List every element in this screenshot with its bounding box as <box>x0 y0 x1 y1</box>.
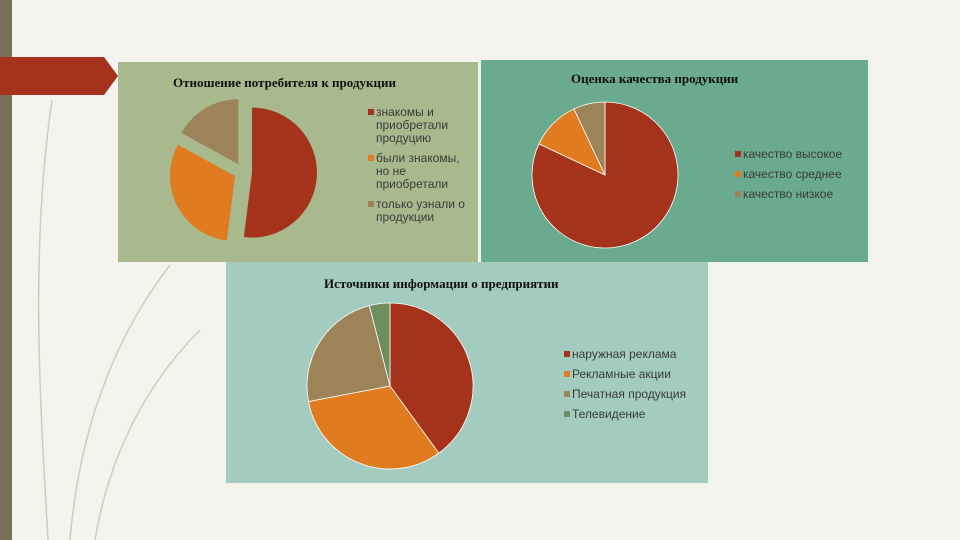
legend-swatch <box>735 191 741 197</box>
pie-slice <box>573 101 606 176</box>
legend-label: Рекламные акции <box>572 367 671 381</box>
legend-swatch <box>368 109 374 115</box>
legend-label: только узнали о продукции <box>376 197 465 224</box>
chart-panel: Источники информации о предприятии наружн… <box>226 262 708 483</box>
legend-label: Печатная продукция <box>572 387 687 401</box>
legend-item: Печатная продукция <box>564 388 704 401</box>
legend-label: наружная реклама <box>572 347 677 361</box>
side-bar <box>0 0 12 540</box>
chart-panel: Отношение потребителя к продукции знакомы… <box>118 62 478 262</box>
legend: знакомы и приобретали продуцию были знако… <box>368 106 473 231</box>
legend-label: Телевидение <box>572 407 646 421</box>
legend-label: качество высокое <box>743 147 843 161</box>
legend-item: Телевидение <box>564 408 704 421</box>
pie-chart <box>306 302 474 470</box>
legend-label: качество низкое <box>743 187 834 201</box>
legend-item: качество высокое <box>735 148 865 161</box>
grass <box>37 99 53 540</box>
legend-swatch <box>564 371 570 377</box>
grass <box>69 264 171 540</box>
legend-item: знакомы и приобретали продуцию <box>368 106 473 145</box>
pie-slice <box>169 144 235 241</box>
legend-label: знакомы и приобретали продуцию <box>376 105 449 145</box>
legend-swatch <box>735 171 741 177</box>
legend-item: качество среднее <box>735 168 865 181</box>
legend-swatch <box>368 155 374 161</box>
chart-title: Оценка качества продукции <box>571 71 739 86</box>
chart-title: Источники информации о предприятии <box>324 276 559 291</box>
legend-item: Рекламные акции <box>564 368 704 381</box>
legend-label: качество среднее <box>743 167 842 181</box>
legend-swatch <box>368 201 374 207</box>
legend-item: были знакомы, но не приобретали <box>368 152 473 191</box>
banner <box>0 57 118 95</box>
legend-swatch <box>564 411 570 417</box>
pie-chart <box>531 101 679 249</box>
legend-item: только узнали о продукции <box>368 198 473 224</box>
legend: качество высокое качество среднее качество… <box>735 148 865 208</box>
legend-item: наружная реклама <box>564 348 704 361</box>
pie-slice <box>181 99 239 165</box>
legend-swatch <box>735 151 741 157</box>
pie-slice <box>306 305 391 403</box>
legend-swatch <box>564 351 570 357</box>
pie-slice <box>389 302 474 454</box>
chart-panel: Оценка качества продукции качество высоко… <box>481 60 868 262</box>
legend: наружная реклама Рекламные акции Печатная … <box>564 348 704 428</box>
legend-item: качество низкое <box>735 188 865 201</box>
pie-slice <box>308 385 440 470</box>
grass <box>94 329 201 540</box>
chart-title: Отношение потребителя к продукции <box>173 75 396 90</box>
legend-swatch <box>564 391 570 397</box>
pie-slice <box>368 302 391 387</box>
legend-label: были знакомы, но не приобретали <box>376 151 460 191</box>
pie-chart <box>169 99 317 241</box>
pie-slice <box>243 107 317 238</box>
